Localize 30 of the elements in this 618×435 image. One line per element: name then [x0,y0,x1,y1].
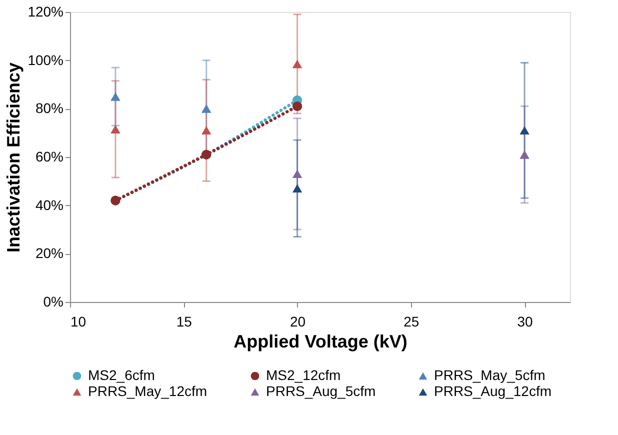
y-tick-label: 20% [35,245,64,262]
legend-label: PRRS_May_5cfm [434,367,546,383]
point [520,150,530,159]
point [292,170,302,178]
x-tick-label: 10 [70,314,86,330]
y-tick-label: 40% [35,196,64,213]
y-tick-label: 100% [28,52,64,68]
point [292,102,302,111]
point [292,60,302,68]
legend-label: PRRS_Aug_5cfm [266,383,376,399]
legend-label: MS2_12cfm [266,367,341,383]
point [202,126,212,135]
y-tick-label: 0% [43,294,64,310]
point [520,126,530,135]
y-tick-label: 120% [28,4,64,20]
y-tick-label: 80% [35,100,64,116]
x-tick-label: 15 [176,314,192,330]
point [110,125,120,134]
y-axis-title: Inactivation Efficiency [4,62,24,253]
legend-label: PRRS_Aug_12cfm [434,383,552,399]
x-tick-label: 20 [290,314,306,330]
x-tick-label: 30 [517,314,534,330]
legend-label: PRRS_May_12cfm [88,383,208,399]
point [110,92,120,101]
x-tick-label: 25 [404,314,420,330]
legend-label: MS2_6cfm [88,367,155,383]
x-axis-title: Applied Voltage (kV) [234,332,408,352]
point [202,104,212,113]
point [292,184,302,193]
y-tick-label: 60% [35,148,64,164]
